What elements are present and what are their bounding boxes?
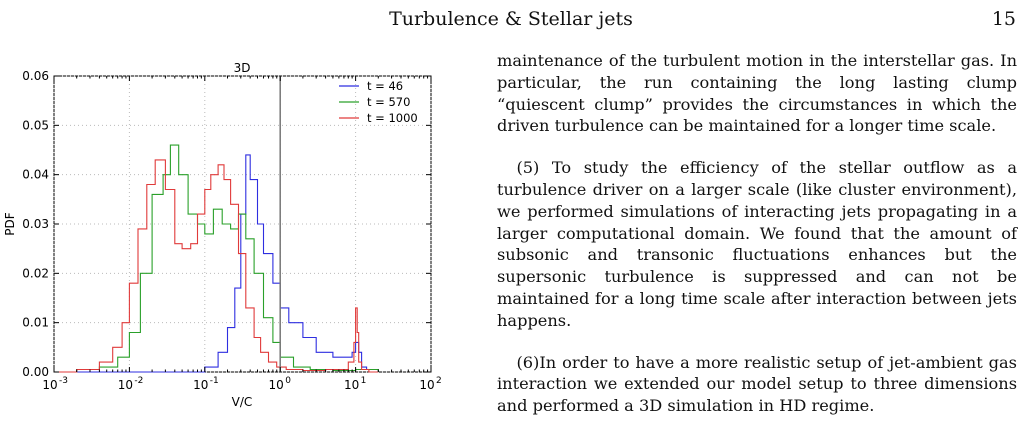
y-axis-label: PDF <box>3 212 17 235</box>
paragraph-item-6: (6)In order to have a more realistic set… <box>497 352 1017 416</box>
y-tick-label: 0.04 <box>22 168 49 182</box>
x-tick-exponent: 2 <box>436 376 442 386</box>
x-tick-exponent: -2 <box>134 376 143 386</box>
series-line-1 <box>54 144 379 373</box>
y-tick-label: 0.02 <box>22 266 49 280</box>
page-number: 15 <box>991 8 1016 30</box>
paragraph-continued: maintenance of the turbulent motion in t… <box>497 51 1017 136</box>
y-tick-label: 0.01 <box>22 316 49 330</box>
x-tick-label: 10 <box>193 378 208 392</box>
y-tick-label: 0.06 <box>22 69 49 83</box>
body-text: maintenance of the turbulent motion in t… <box>497 50 1017 437</box>
x-tick-exponent: -3 <box>59 376 68 386</box>
x-tick-exponent: 1 <box>361 376 367 386</box>
x-tick-exponent: 0 <box>285 376 291 386</box>
x-tick-exponent: -1 <box>210 376 219 386</box>
page-header: Turbulence & Stellar jets 15 <box>0 0 1022 36</box>
pdf-chart: 10 -3 10 -2 10 -1 10 0 10 1 10 20.000.010.020.030.0… <box>3 61 442 409</box>
x-tick-label: 10 <box>42 378 57 392</box>
series-line-2 <box>54 159 379 373</box>
x-tick-label: 10 <box>118 378 133 392</box>
x-axis-label: V/C <box>232 395 253 409</box>
y-tick-label: 0.03 <box>22 217 49 231</box>
axis-ticks: 10 -3 10 -2 10 -1 10 0 10 1 10 20.000.010.020.030.0… <box>22 69 441 392</box>
legend-entry: t = 1000 <box>367 111 418 125</box>
chart-title: 3D <box>234 61 251 75</box>
x-tick-label: 10 <box>419 378 434 392</box>
pdf-figure: 10 -3 10 -2 10 -1 10 0 10 1 10 2 0.00 0.01 0.02 0.03 0.0… <box>0 52 465 420</box>
y-tick-label: 0.00 <box>22 365 49 379</box>
legend-entry: t = 570 <box>367 95 410 109</box>
legend-entry: t = 46 <box>367 79 403 93</box>
x-tick-label: 10 <box>269 378 284 392</box>
paragraph-item-5: (5) To study the efficiency of the stell… <box>497 158 1017 330</box>
running-title: Turbulence & Stellar jets <box>389 8 633 30</box>
y-tick-label: 0.05 <box>22 118 49 132</box>
x-tick-label: 10 <box>344 378 359 392</box>
legend: t = 46 t = 570 t = 1000 <box>339 79 418 125</box>
